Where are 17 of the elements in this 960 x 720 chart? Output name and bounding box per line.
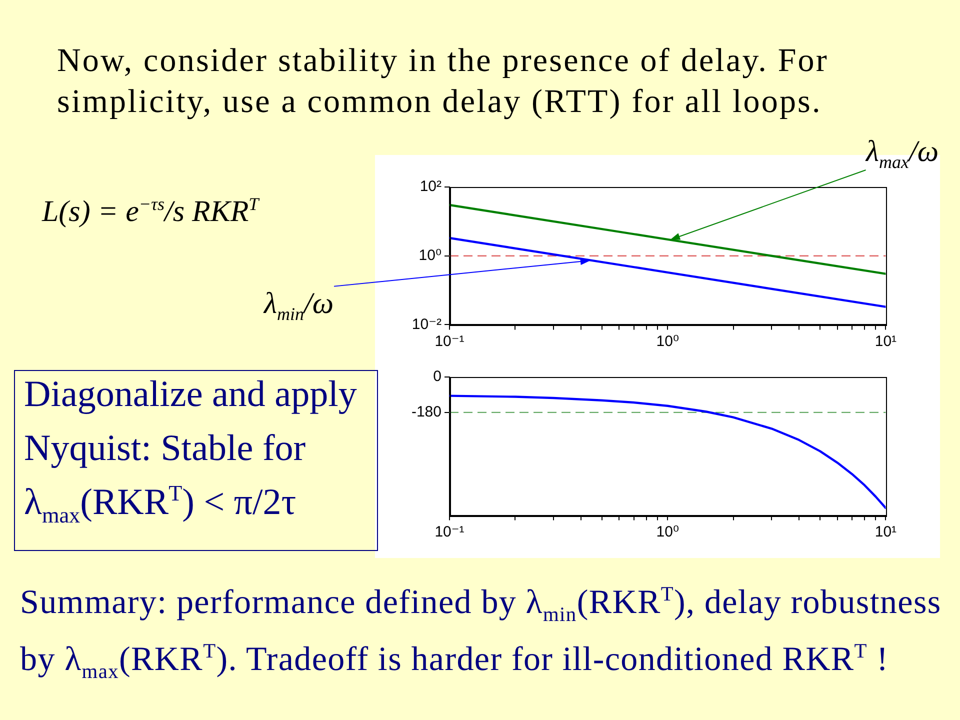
text: Summary: performance defined by λ$_{min}$(RKR$^{T}$), delay robustness by λ$_{max}$(RKR$^{T}$). Tradeoff is harder for ill-conditioned RKR$^{T}$ ! (20, 584, 942, 683)
y-tick-label: 10⁰ (418, 246, 442, 264)
chart-title: Now, consider stability in the presence of delay. For simplicity, use a common delay (RTT) for all loops. (57, 42, 830, 122)
text: Diagonalize and apply Nyquist: Stable for λ$_{max}$(RKR$^{T}$) < π/2τ (24, 373, 358, 530)
x-tick-label: 10¹ (874, 523, 897, 540)
y-tick-label: 10⁻² (412, 316, 442, 333)
y-tick-label: -180 (411, 404, 442, 421)
y-tick-label: 10² (420, 178, 442, 196)
x-tick-label: 10⁰ (656, 332, 679, 350)
text: L(s) = e$^{−τs}$/s RKR$^{T}$ (42, 193, 261, 230)
y-tick-label: 0 (433, 368, 442, 385)
x-tick-label: 10⁻¹ (434, 523, 464, 540)
text: λ$_{max}$/ω (866, 134, 939, 172)
x-tick-label: 10¹ (874, 332, 897, 350)
x-tick-label: 10⁻¹ (434, 332, 464, 350)
text: λ$_{min}$/ω (264, 286, 334, 324)
x-tick-label: 10⁰ (656, 523, 679, 540)
